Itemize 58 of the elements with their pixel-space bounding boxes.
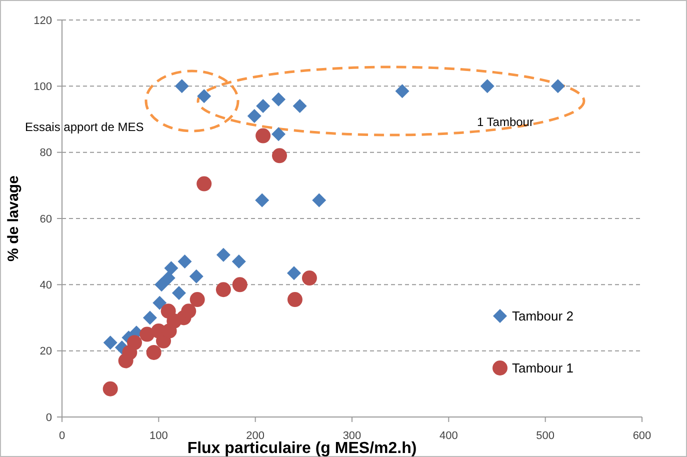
point [302, 270, 317, 286]
point [232, 254, 246, 269]
annotation: Essais apport de MES [25, 120, 144, 134]
x-axis-title: Flux particulaire (g MES/m2.h) [187, 440, 417, 457]
point [312, 193, 326, 208]
y-tick-label: 80 [40, 147, 52, 160]
x-tick-label: 0 [58, 430, 66, 442]
point [550, 79, 565, 94]
point [196, 176, 212, 192]
y-tick-label: 60 [40, 213, 52, 226]
point [216, 248, 230, 262]
point [255, 193, 270, 208]
legend-label: Tambour 2 [512, 308, 574, 324]
point [172, 286, 186, 300]
x-tick-label: 400 [439, 430, 458, 442]
point [256, 99, 270, 114]
point [232, 277, 248, 292]
annotation: 1 Tambour [477, 115, 534, 129]
point [161, 271, 176, 286]
point [102, 381, 118, 396]
point [160, 304, 176, 319]
point [287, 292, 302, 308]
point [164, 261, 178, 276]
point [190, 292, 205, 308]
point [140, 326, 155, 342]
point [480, 79, 494, 94]
point [127, 335, 142, 350]
y-tick-label: 40 [40, 280, 52, 292]
point [216, 282, 231, 298]
y-tick-label: 100 [34, 81, 52, 94]
point [395, 84, 410, 98]
point [178, 254, 192, 269]
point [142, 310, 157, 325]
x-tick-label: 500 [536, 430, 555, 442]
point [103, 336, 118, 350]
point [152, 296, 167, 310]
y-tick-label: 0 [46, 412, 52, 424]
y-axis-title: % de lavage [5, 176, 22, 262]
point [189, 269, 204, 284]
point [292, 99, 307, 114]
point [272, 92, 286, 106]
point [181, 304, 196, 319]
point [256, 128, 271, 144]
x-tick-label: 300 [342, 430, 362, 442]
point [247, 108, 262, 123]
y-tick-label: 20 [40, 346, 52, 358]
point [154, 278, 169, 292]
point [146, 344, 162, 360]
point [272, 148, 287, 164]
point [272, 127, 286, 142]
x-tick-label: 600 [632, 430, 652, 442]
x-tick-label: 200 [246, 430, 265, 442]
x-tick-label: 100 [149, 430, 168, 442]
legend-label: Tambour 1 [512, 360, 574, 376]
point [287, 266, 301, 280]
point [174, 79, 189, 94]
y-tick-label: 120 [34, 14, 52, 27]
point [197, 89, 212, 104]
